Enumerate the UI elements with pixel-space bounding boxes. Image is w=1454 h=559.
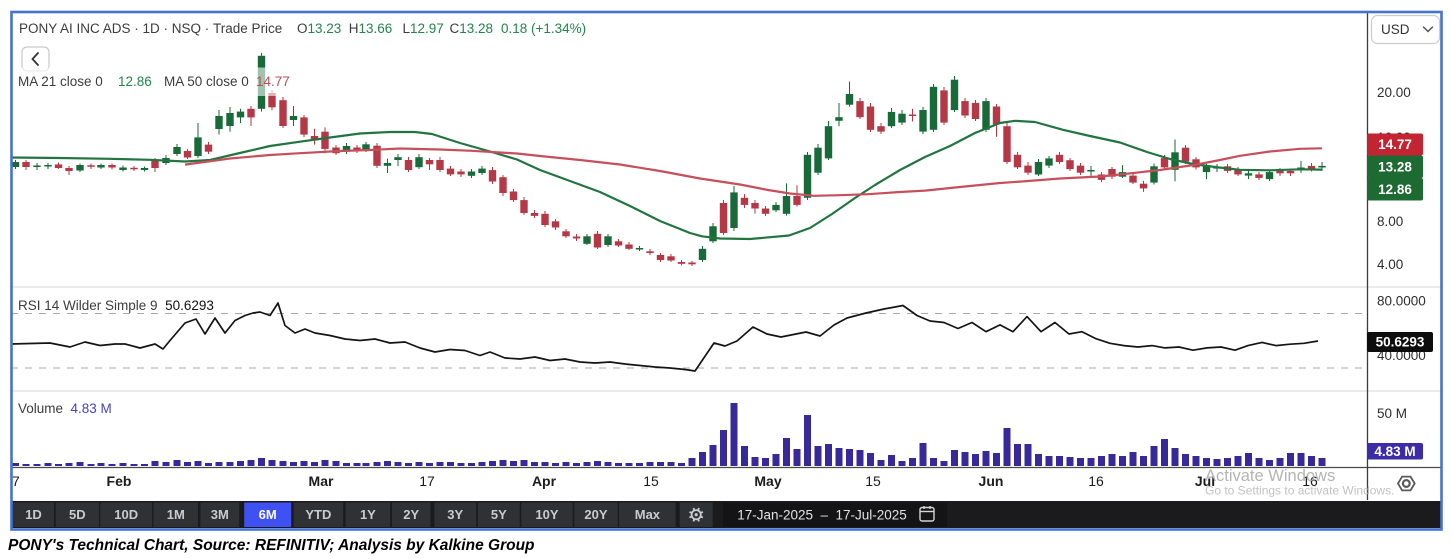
svg-text:17-Jan-2025 – 17-Jul-2025: 17-Jan-2025 – 17-Jul-2025 xyxy=(737,508,907,523)
svg-text:20Y: 20Y xyxy=(584,507,607,522)
svg-text:1M: 1M xyxy=(167,507,185,522)
svg-text:16: 16 xyxy=(1088,473,1104,489)
svg-text:May: May xyxy=(754,473,781,489)
svg-text:RSI 14 Wilder Simple 9 50.629: RSI 14 Wilder Simple 9 50.6293 xyxy=(18,298,214,313)
svg-text:USD: USD xyxy=(1381,22,1410,37)
svg-text:Max: Max xyxy=(635,507,661,522)
svg-text:Go to Settings to activate Win: Go to Settings to activate Windows. xyxy=(1205,484,1394,498)
svg-text:PONY's Technical Chart, Source: PONY's Technical Chart, Source: REFINITI… xyxy=(8,537,535,554)
svg-text:14.77: 14.77 xyxy=(1378,137,1412,152)
svg-text:13.28: 13.28 xyxy=(1378,159,1412,174)
svg-text:YTD: YTD xyxy=(305,507,331,522)
svg-text:0.18 (+1.34%): 0.18 (+1.34%) xyxy=(501,21,586,36)
svg-text:PONY AI INC ADS · 1D · NSQ · T: PONY AI INC ADS · 1D · NSQ · Trade Price xyxy=(19,21,282,36)
svg-text:Jun: Jun xyxy=(979,473,1004,489)
svg-text:H13.66: H13.66 xyxy=(349,21,393,36)
svg-text:20.00: 20.00 xyxy=(1377,85,1411,100)
svg-text:2Y: 2Y xyxy=(403,507,419,522)
svg-text:4.83 M: 4.83 M xyxy=(1374,444,1415,459)
svg-text:17: 17 xyxy=(419,473,435,489)
svg-text:5Y: 5Y xyxy=(491,507,507,522)
svg-text:Apr: Apr xyxy=(532,473,557,489)
svg-text:6M: 6M xyxy=(259,507,277,522)
svg-text:Mar: Mar xyxy=(309,473,334,489)
svg-text:MA 21 close 0: MA 21 close 0 xyxy=(18,74,103,89)
svg-text:Activate Windows: Activate Windows xyxy=(1205,467,1335,485)
svg-text:3M: 3M xyxy=(211,507,229,522)
svg-text:7: 7 xyxy=(12,473,20,489)
svg-text:1D: 1D xyxy=(25,507,42,522)
svg-text:14.77: 14.77 xyxy=(256,74,290,89)
svg-text:10D: 10D xyxy=(114,507,138,522)
svg-text:4.00: 4.00 xyxy=(1377,257,1403,272)
svg-text:L12.97: L12.97 xyxy=(403,21,444,36)
svg-text:16: 16 xyxy=(1302,473,1318,489)
svg-text:15: 15 xyxy=(643,473,659,489)
svg-text:C13.28: C13.28 xyxy=(450,21,494,36)
svg-text:Jul: Jul xyxy=(1195,473,1215,489)
svg-text:1Y: 1Y xyxy=(360,507,376,522)
svg-text:5D: 5D xyxy=(69,507,86,522)
svg-text:10Y: 10Y xyxy=(535,507,558,522)
svg-text:12.86: 12.86 xyxy=(1378,182,1412,197)
svg-text:80.0000: 80.0000 xyxy=(1377,294,1426,309)
svg-text:15: 15 xyxy=(865,473,881,489)
svg-text:3Y: 3Y xyxy=(447,507,463,522)
svg-text:8.00: 8.00 xyxy=(1377,214,1403,229)
svg-text:50 M: 50 M xyxy=(1377,406,1407,421)
svg-text:12.86: 12.86 xyxy=(118,74,152,89)
svg-text:O13.23: O13.23 xyxy=(297,21,341,36)
svg-text:50.6293: 50.6293 xyxy=(1376,335,1425,350)
svg-text:MA 50 close 0: MA 50 close 0 xyxy=(164,74,249,89)
svg-text:Feb: Feb xyxy=(107,473,132,489)
svg-text:Volume 4.83 M: Volume 4.83 M xyxy=(18,401,112,416)
